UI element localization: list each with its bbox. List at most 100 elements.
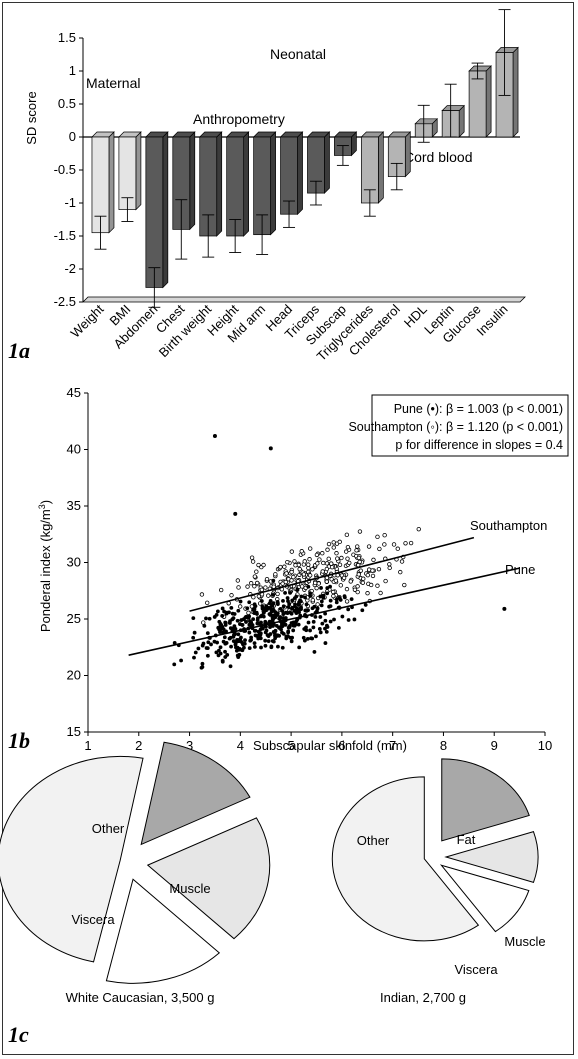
- bar-side: [512, 46, 519, 138]
- point-southampton: [368, 582, 374, 588]
- point-pune: [279, 627, 283, 632]
- point-southampton: [320, 551, 325, 556]
- point-pune-outlier: [502, 606, 507, 611]
- point-pune: [280, 645, 285, 650]
- point-pune-outlier: [212, 433, 217, 438]
- point-southampton: [326, 556, 331, 562]
- pie-label-muscle: Muscle: [169, 881, 210, 896]
- point-pune: [319, 603, 324, 608]
- bar-bmi: [118, 131, 142, 222]
- bar-height: [225, 131, 250, 253]
- point-pune: [317, 626, 322, 631]
- point-southampton: [292, 559, 297, 564]
- point-pune: [304, 602, 309, 607]
- point-southampton: [285, 559, 290, 565]
- point-southampton: [335, 573, 340, 578]
- point-pune: [304, 628, 309, 633]
- point-pune: [204, 616, 208, 621]
- point-pune: [223, 620, 228, 625]
- point-southampton: [402, 582, 407, 588]
- point-southampton: [361, 576, 366, 581]
- point-pune: [260, 606, 265, 611]
- point-pune: [299, 594, 304, 599]
- point-southampton: [264, 576, 270, 582]
- point-pune: [267, 619, 272, 624]
- point-pune: [214, 612, 219, 617]
- point-southampton: [321, 560, 326, 566]
- point-pune: [228, 626, 233, 631]
- point-pune: [297, 645, 302, 650]
- bar-y-tick-label: -2: [64, 261, 76, 276]
- point-pune: [259, 599, 264, 603]
- point-pune: [233, 641, 238, 646]
- point-pune: [268, 625, 272, 630]
- point-southampton: [204, 600, 210, 606]
- scatter-points: [172, 433, 507, 670]
- point-southampton: [403, 541, 408, 546]
- bar-y-tick-label: -1.5: [54, 228, 76, 243]
- point-pune: [332, 617, 336, 622]
- point-pune: [288, 624, 292, 628]
- bar-side: [135, 131, 142, 211]
- point-pune: [273, 628, 278, 633]
- point-southampton: [341, 575, 347, 581]
- point-pune: [308, 594, 313, 598]
- point-pune: [275, 633, 280, 638]
- point-pune: [247, 614, 252, 619]
- point-pune: [202, 623, 207, 628]
- point-pune: [291, 628, 296, 633]
- point-pune: [259, 620, 263, 625]
- point-pune: [252, 629, 257, 633]
- point-southampton: [301, 572, 307, 577]
- point-southampton: [358, 568, 363, 573]
- point-southampton: [325, 547, 330, 552]
- bar-birth-weight: [198, 131, 223, 258]
- pie-caption-white: White Caucasian, 3,500 g: [66, 990, 215, 1005]
- pie-slice-muscle: [444, 831, 539, 883]
- point-pune: [363, 603, 368, 607]
- scatter-legend-box: [371, 394, 569, 457]
- legend-line-pdiff: p for difference in slopes = 0.4: [395, 438, 563, 452]
- point-southampton: [344, 532, 350, 538]
- point-pune: [299, 599, 303, 604]
- point-southampton: [312, 580, 318, 586]
- point-southampton: [348, 579, 353, 584]
- point-southampton: [382, 542, 387, 547]
- point-southampton: [245, 584, 250, 589]
- point-southampton: [376, 566, 382, 572]
- point-southampton: [310, 598, 316, 603]
- bar-glucose: [468, 62, 492, 138]
- bar-head: [279, 131, 304, 228]
- point-southampton: [280, 581, 285, 586]
- point-southampton: [331, 593, 336, 599]
- point-southampton: [263, 585, 268, 590]
- point-pune: [346, 618, 351, 622]
- point-southampton: [293, 563, 298, 568]
- point-pune: [234, 648, 239, 653]
- point-pune: [224, 641, 229, 645]
- point-southampton: [387, 565, 392, 571]
- point-pune: [284, 634, 289, 639]
- point-southampton: [378, 590, 383, 596]
- point-pune: [342, 594, 347, 599]
- point-pune: [288, 590, 292, 595]
- bar-y-tick-label: -1: [64, 195, 76, 210]
- point-pune: [319, 586, 323, 590]
- point-southampton: [337, 562, 343, 568]
- point-southampton: [324, 561, 330, 566]
- point-southampton: [324, 579, 329, 584]
- point-pune: [285, 596, 290, 600]
- point-southampton: [315, 602, 320, 607]
- bar-side: [270, 131, 276, 236]
- point-pune: [290, 598, 295, 603]
- bar-side: [377, 131, 384, 204]
- point-pune-outlier: [268, 446, 273, 451]
- point-pune: [328, 584, 332, 589]
- point-southampton: [331, 545, 336, 550]
- point-pune: [218, 645, 223, 650]
- point-pune: [228, 664, 233, 669]
- point-pune: [280, 630, 284, 635]
- point-southampton: [299, 549, 304, 554]
- point-southampton: [365, 572, 371, 578]
